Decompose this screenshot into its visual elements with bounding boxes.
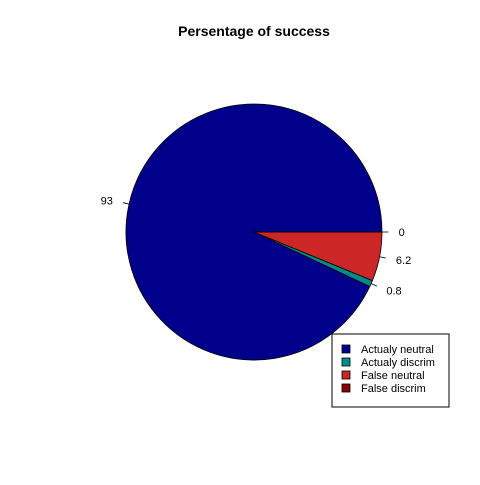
legend-label-actualy-neutral: Actualy neutral — [361, 344, 434, 356]
legend-label-false-neutral: False neutral — [361, 370, 425, 382]
slice-label-actualy-discrim: 0.8 — [386, 285, 401, 297]
slice-label-tick-actualy-neutral — [122, 202, 130, 205]
pie-slice-labels: 93 0.8 6.2 0 — [101, 195, 412, 297]
legend-swatch-actualy-discrim — [341, 357, 351, 367]
legend-swatch-actualy-neutral — [341, 344, 351, 354]
legend-swatch-false-discrim — [341, 383, 351, 393]
slice-label-tick-false-neutral — [379, 256, 386, 259]
slice-label-actualy-neutral: 93 — [101, 195, 113, 207]
legend-swatch-false-neutral — [341, 370, 351, 380]
legend-label-actualy-discrim: Actualy discrim — [361, 357, 435, 369]
chart-title: Persentage of success — [178, 23, 330, 39]
slice-label-false-neutral: 6.2 — [396, 255, 411, 267]
legend-label-false-discrim: False discrim — [361, 383, 426, 395]
slice-label-false-discrim: 0 — [399, 227, 405, 239]
legend-box — [331, 333, 450, 408]
pie-slices — [125, 103, 383, 361]
slice-label-tick-actualy-discrim — [370, 283, 378, 287]
